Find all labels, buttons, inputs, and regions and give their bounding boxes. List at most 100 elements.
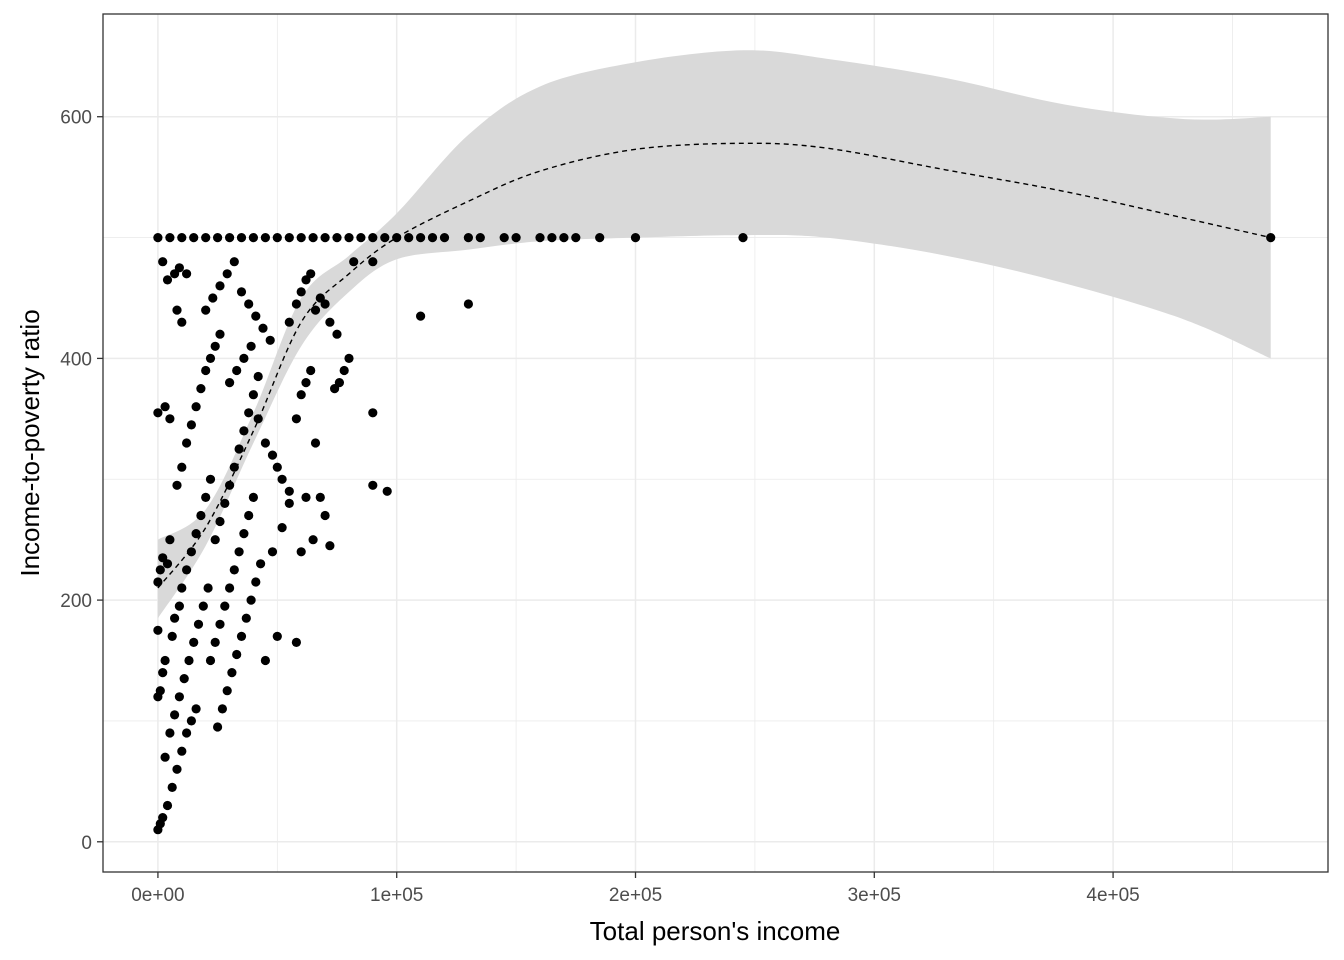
data-point <box>225 378 235 388</box>
data-point <box>215 281 225 291</box>
data-point <box>427 233 438 243</box>
data-point <box>246 595 256 605</box>
data-point <box>416 233 426 243</box>
data-point <box>213 722 223 732</box>
data-point <box>177 583 187 593</box>
data-point <box>158 668 168 678</box>
data-point <box>153 625 163 635</box>
data-point <box>205 655 216 666</box>
data-point <box>165 535 175 545</box>
data-point <box>196 510 206 521</box>
data-point <box>301 378 311 388</box>
data-point <box>191 529 201 539</box>
data-point <box>251 311 261 321</box>
data-point <box>332 329 342 339</box>
data-point <box>186 716 196 726</box>
data-point <box>253 371 263 382</box>
data-point <box>571 233 581 243</box>
data-point <box>210 535 220 545</box>
data-point <box>310 438 321 448</box>
data-point <box>174 263 184 273</box>
data-point <box>201 365 211 376</box>
data-point <box>210 341 220 351</box>
data-point <box>265 335 275 345</box>
data-point <box>155 565 165 575</box>
data-point <box>308 535 318 545</box>
x-tick-label: 1e+05 <box>370 885 423 906</box>
data-point <box>267 450 278 460</box>
data-point <box>172 480 182 490</box>
data-point <box>160 655 170 666</box>
data-point <box>234 547 244 557</box>
data-point <box>170 613 180 623</box>
data-point <box>463 299 473 309</box>
data-point <box>301 492 311 502</box>
data-point <box>241 613 251 623</box>
data-point <box>320 299 330 309</box>
data-point <box>189 637 199 648</box>
data-point <box>153 408 163 418</box>
data-point <box>177 317 187 327</box>
data-point <box>356 233 366 243</box>
data-point <box>559 233 569 243</box>
y-tick-label: 200 <box>60 591 92 612</box>
data-point <box>380 233 390 243</box>
data-point <box>368 257 378 267</box>
data-point <box>272 462 282 472</box>
data-point <box>236 287 247 297</box>
data-point <box>160 402 170 412</box>
data-point <box>165 728 175 738</box>
data-point <box>325 317 335 327</box>
data-point <box>248 492 258 502</box>
data-point <box>244 510 254 521</box>
data-point <box>630 233 641 243</box>
data-point <box>296 547 306 557</box>
data-point <box>222 269 232 279</box>
data-point <box>186 547 196 557</box>
data-point <box>225 583 235 593</box>
data-point <box>256 559 266 569</box>
data-point <box>416 311 426 321</box>
confidence-ribbon <box>157 50 1271 619</box>
data-point <box>272 233 282 243</box>
data-point <box>229 565 239 575</box>
y-axis-title: Income-to-poverty ratio <box>15 309 45 576</box>
data-point <box>320 233 330 243</box>
smooth-line-layer <box>157 142 1271 589</box>
data-point <box>191 402 201 412</box>
data-point <box>260 655 270 666</box>
data-point <box>182 438 192 448</box>
data-point <box>205 474 216 484</box>
data-point <box>217 704 227 714</box>
data-point <box>208 293 218 303</box>
data-point <box>439 233 450 243</box>
data-point <box>162 800 173 811</box>
data-point <box>368 480 378 490</box>
data-point <box>229 462 239 472</box>
data-point <box>198 601 208 611</box>
data-point <box>205 353 216 363</box>
data-point <box>368 233 378 243</box>
data-point <box>260 233 270 243</box>
data-point <box>325 541 335 551</box>
data-point <box>232 365 242 376</box>
data-point <box>236 233 247 243</box>
data-point <box>184 655 194 666</box>
data-point <box>177 746 187 756</box>
data-points <box>153 233 1276 835</box>
data-point <box>174 692 184 702</box>
data-point <box>234 444 244 454</box>
data-point <box>165 233 175 243</box>
data-point <box>201 305 211 315</box>
data-point <box>239 529 249 539</box>
data-point <box>215 329 225 339</box>
data-point <box>177 462 187 472</box>
data-point <box>186 420 196 430</box>
data-point <box>344 233 354 243</box>
data-point <box>225 233 235 243</box>
data-point <box>475 233 485 243</box>
data-point <box>547 233 557 243</box>
data-point <box>284 233 294 243</box>
data-point <box>170 710 180 720</box>
